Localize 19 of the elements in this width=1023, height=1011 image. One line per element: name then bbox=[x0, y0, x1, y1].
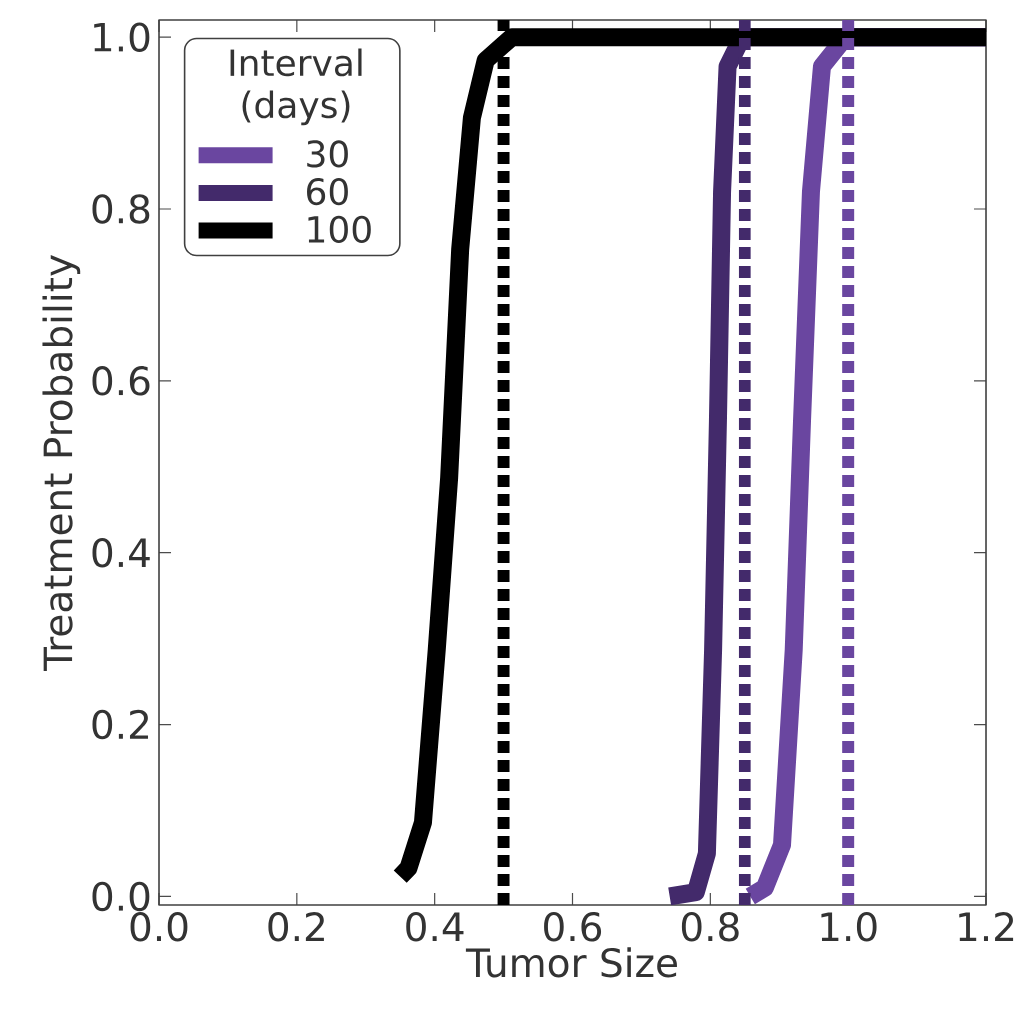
y-tick-label: 0.8 bbox=[92, 194, 150, 224]
x-tick-label: 0.6 bbox=[544, 912, 602, 942]
x-tick-label: 0.2 bbox=[268, 912, 324, 942]
legend-title: Interval (days) bbox=[230, 48, 362, 126]
y-tick-label: 0.6 bbox=[92, 366, 150, 396]
x-tick-label: 1.2 bbox=[959, 912, 1014, 941]
y-tick-label: 0.4 bbox=[92, 537, 150, 568]
x-tick-label: 0.4 bbox=[406, 912, 464, 942]
x-tick-label: 0.0 bbox=[130, 912, 188, 942]
y-tick-label: 0.0 bbox=[92, 881, 150, 912]
legend-label: 100 bbox=[308, 215, 371, 243]
x-axis-title: Tumor Size bbox=[465, 947, 677, 978]
y-axis-title: Treatment Probability bbox=[42, 255, 81, 672]
x-tick-label: 1.0 bbox=[821, 912, 877, 942]
legend-label: 30 bbox=[307, 140, 348, 168]
x-tick-label: 0.8 bbox=[681, 912, 739, 942]
y-tick-label: 1.0 bbox=[94, 22, 150, 52]
legend-label: 60 bbox=[307, 178, 348, 206]
y-tick-label: 0.2 bbox=[92, 709, 149, 740]
